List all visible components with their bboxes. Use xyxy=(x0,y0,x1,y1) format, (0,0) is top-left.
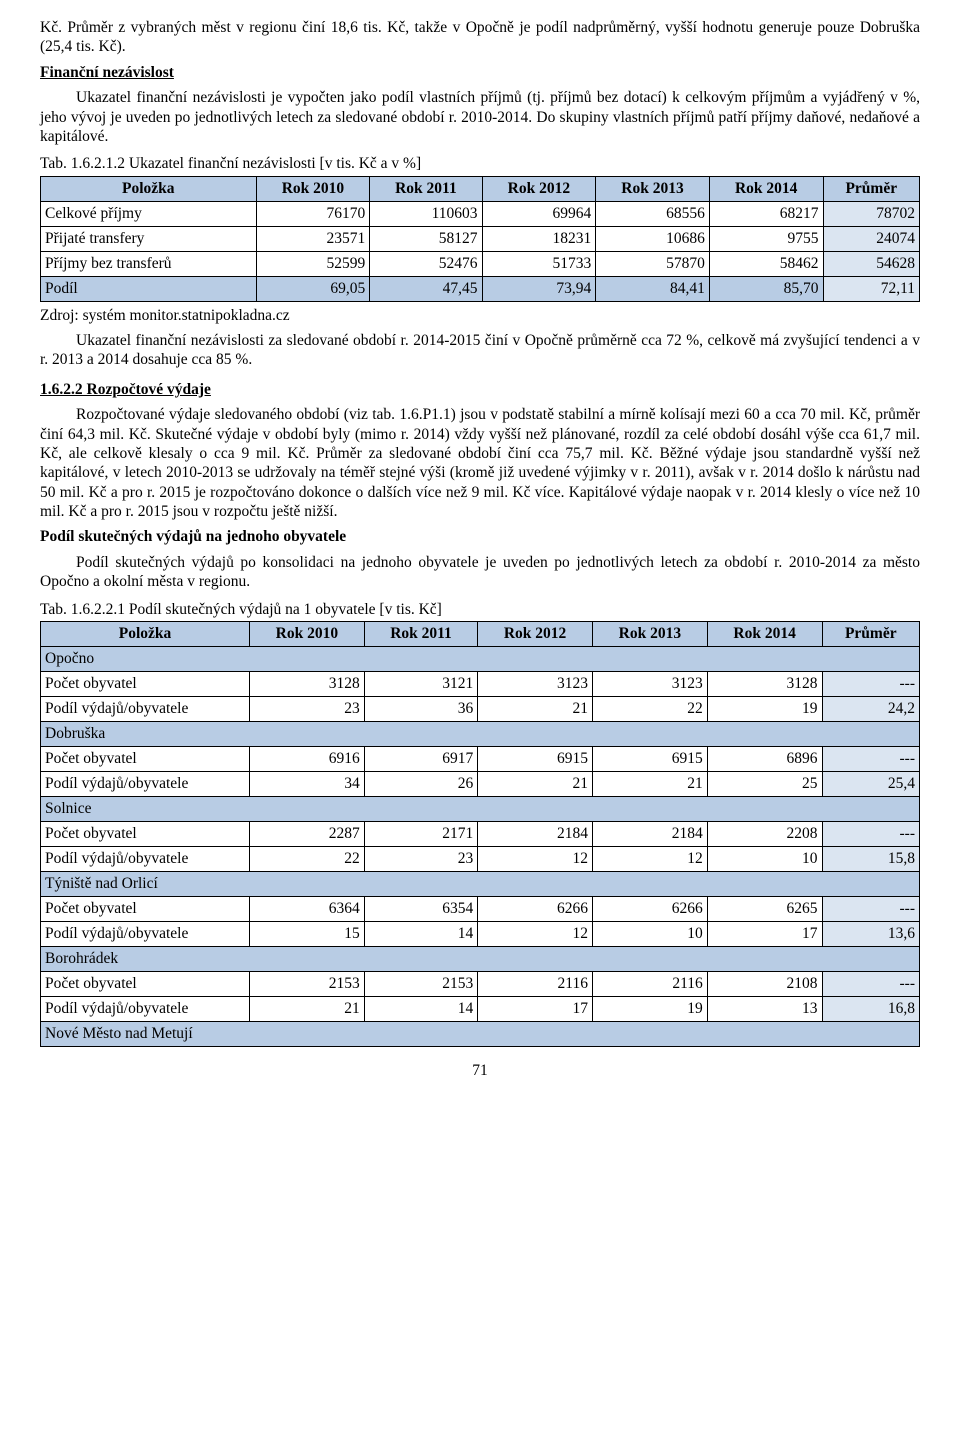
table-row: Počet obyvatel63646354626662666265--- xyxy=(41,896,920,921)
table-row: Podíl výdajů/obyvatele151412101713,6 xyxy=(41,921,920,946)
fin-paragraph-2: Ukazatel finanční nezávislosti za sledov… xyxy=(40,331,920,370)
city-row: Nové Město nad Metují xyxy=(41,1021,920,1046)
table-row: Podíl výdajů/obyvatele211417191316,8 xyxy=(41,996,920,1021)
table-vydaje-obyvatele: Položka Rok 2010 Rok 2011 Rok 2012 Rok 2… xyxy=(40,621,920,1047)
table-row: Celkové příjmy 76170 110603 69964 68556 … xyxy=(41,201,920,226)
fin-paragraph: Ukazatel finanční nezávislosti je vypočt… xyxy=(40,88,920,146)
col-2011: Rok 2011 xyxy=(370,176,482,201)
table-row: Příjmy bez transferů 52599 52476 51733 5… xyxy=(41,251,920,276)
city-row: Solnice xyxy=(41,796,920,821)
col-polozka: Položka xyxy=(41,176,257,201)
table-row: Podíl výdajů/obyvatele233621221924,2 xyxy=(41,696,920,721)
col-2010: Rok 2010 xyxy=(256,176,370,201)
col-2013: Rok 2013 xyxy=(596,176,710,201)
table-row-podil: Podíl 69,05 47,45 73,94 84,41 85,70 72,1… xyxy=(41,276,920,301)
table-row: Podíl výdajů/obyvatele342621212525,4 xyxy=(41,771,920,796)
table-fin-nezavislost: Položka Rok 2010 Rok 2011 Rok 2012 Rok 2… xyxy=(40,176,920,302)
sub-heading: Podíl skutečných výdajů na jednoho obyva… xyxy=(40,527,920,546)
section-rozpoctove-vydaje: 1.6.2.2 Rozpočtové výdaje xyxy=(40,380,920,399)
sec2-paragraph: Rozpočtované výdaje sledovaného období (… xyxy=(40,405,920,521)
fin-heading: Finanční nezávislost xyxy=(40,63,920,82)
col-avg: Průměr xyxy=(823,176,919,201)
city-row: Dobruška xyxy=(41,721,920,746)
table-header-row: Položka Rok 2010 Rok 2011 Rok 2012 Rok 2… xyxy=(41,176,920,201)
table-row: Počet obyvatel22872171218421842208--- xyxy=(41,821,920,846)
city-row: Opočno xyxy=(41,646,920,671)
table-row: Podíl výdajů/obyvatele222312121015,8 xyxy=(41,846,920,871)
col-2012: Rok 2012 xyxy=(482,176,596,201)
city-row: Týniště nad Orlicí xyxy=(41,871,920,896)
city-row: Borohrádek xyxy=(41,946,920,971)
tab2-caption: Tab. 1.6.2.2.1 Podíl skutečných výdajů n… xyxy=(40,600,920,619)
sub-paragraph: Podíl skutečných výdajů po konsolidaci n… xyxy=(40,553,920,592)
table-header-row: Položka Rok 2010 Rok 2011 Rok 2012 Rok 2… xyxy=(41,621,920,646)
table-row: Počet obyvatel21532153211621162108--- xyxy=(41,971,920,996)
intro-paragraph: Kč. Průměr z vybraných měst v regionu či… xyxy=(40,18,920,57)
tab1-source: Zdroj: systém monitor.statnipokladna.cz xyxy=(40,306,920,325)
col-2014: Rok 2014 xyxy=(709,176,823,201)
table-row: Počet obyvatel31283121312331233128--- xyxy=(41,671,920,696)
tab1-caption: Tab. 1.6.2.1.2 Ukazatel finanční nezávis… xyxy=(40,154,920,173)
page-number: 71 xyxy=(40,1061,920,1080)
table-row: Přijaté transfery 23571 58127 18231 1068… xyxy=(41,226,920,251)
table-row: Počet obyvatel69166917691569156896--- xyxy=(41,746,920,771)
